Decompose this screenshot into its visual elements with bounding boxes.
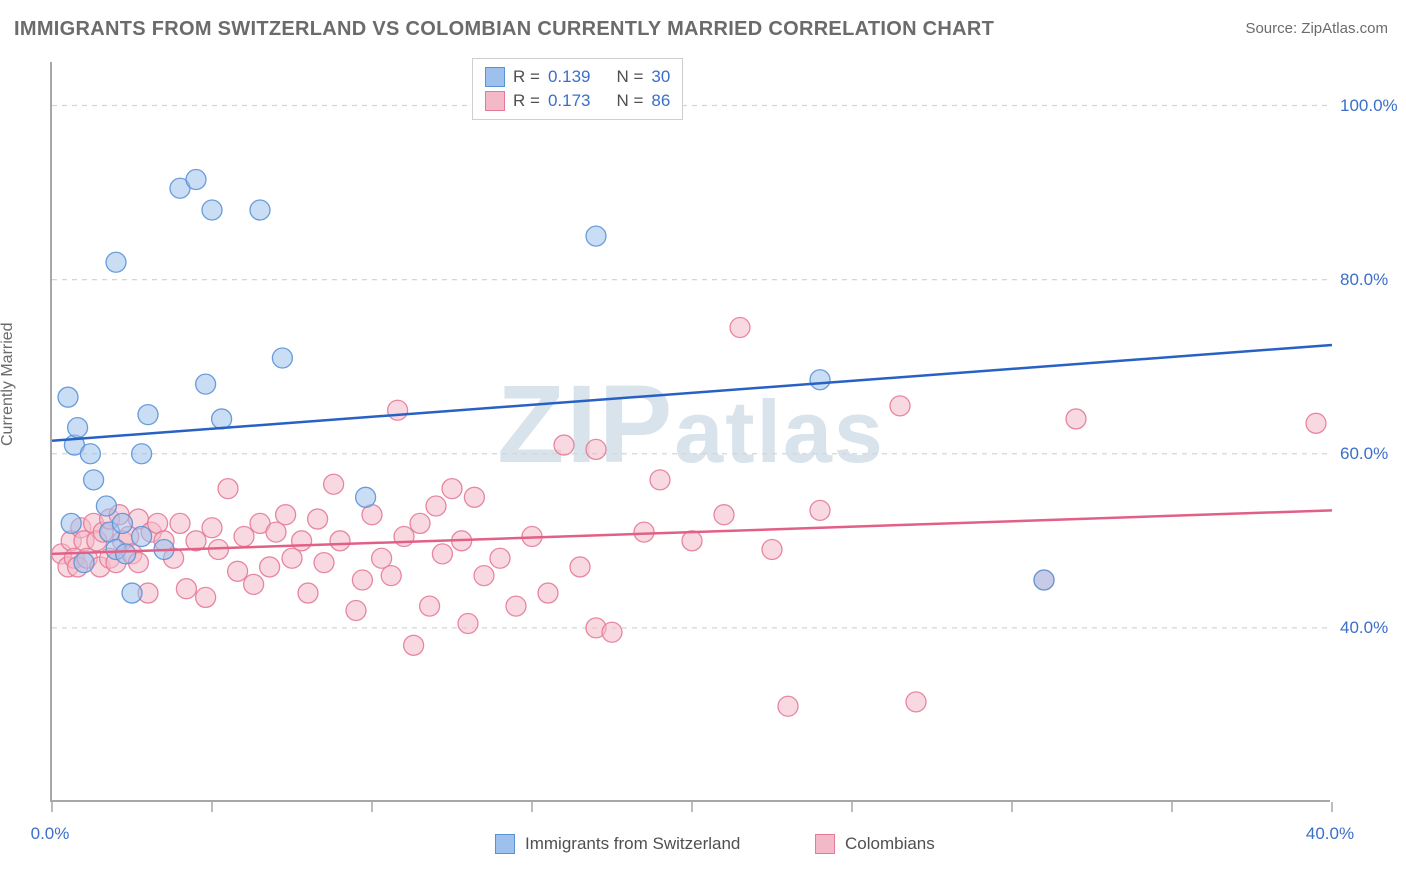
source-attribution: Source: ZipAtlas.com [1245,20,1388,37]
stat-n-b: 86 [651,91,670,111]
swatch-series-a [495,834,515,854]
stats-row-series-b: R = 0.173 N = 86 [485,89,670,113]
stat-n-a: 30 [651,67,670,87]
stat-r-label: R = [513,91,540,111]
x-tick-label: 0.0% [31,824,70,844]
swatch-series-a [485,67,505,87]
legend-label-b: Colombians [845,834,935,854]
y-tick-label: 60.0% [1340,444,1388,464]
stats-legend: R = 0.139 N = 30 R = 0.173 N = 86 [472,58,683,120]
legend-label-a: Immigrants from Switzerland [525,834,740,854]
swatch-series-b [815,834,835,854]
y-tick-label: 80.0% [1340,270,1388,290]
y-axis-label: Currently Married [0,322,17,446]
x-tick-label: 40.0% [1306,824,1354,844]
stat-r-a: 0.139 [548,67,591,87]
chart-root: IMMIGRANTS FROM SWITZERLAND VS COLOMBIAN… [0,0,1406,892]
stat-r-label: R = [513,67,540,87]
swatch-series-b [485,91,505,111]
stats-row-series-a: R = 0.139 N = 30 [485,65,670,89]
stat-r-b: 0.173 [548,91,591,111]
y-tick-label: 100.0% [1340,96,1398,116]
chart-title: IMMIGRANTS FROM SWITZERLAND VS COLOMBIAN… [14,18,994,41]
scatter-plot-svg [52,62,1332,802]
stat-n-label: N = [616,91,643,111]
stat-n-label: N = [616,67,643,87]
bottom-legend-b: Colombians [815,834,935,854]
y-tick-label: 40.0% [1340,618,1388,638]
plot-area: ZIPatlas R = 0.139 N = 30 R = 0.173 N = … [50,62,1330,802]
bottom-legend-a: Immigrants from Switzerland [495,834,740,854]
